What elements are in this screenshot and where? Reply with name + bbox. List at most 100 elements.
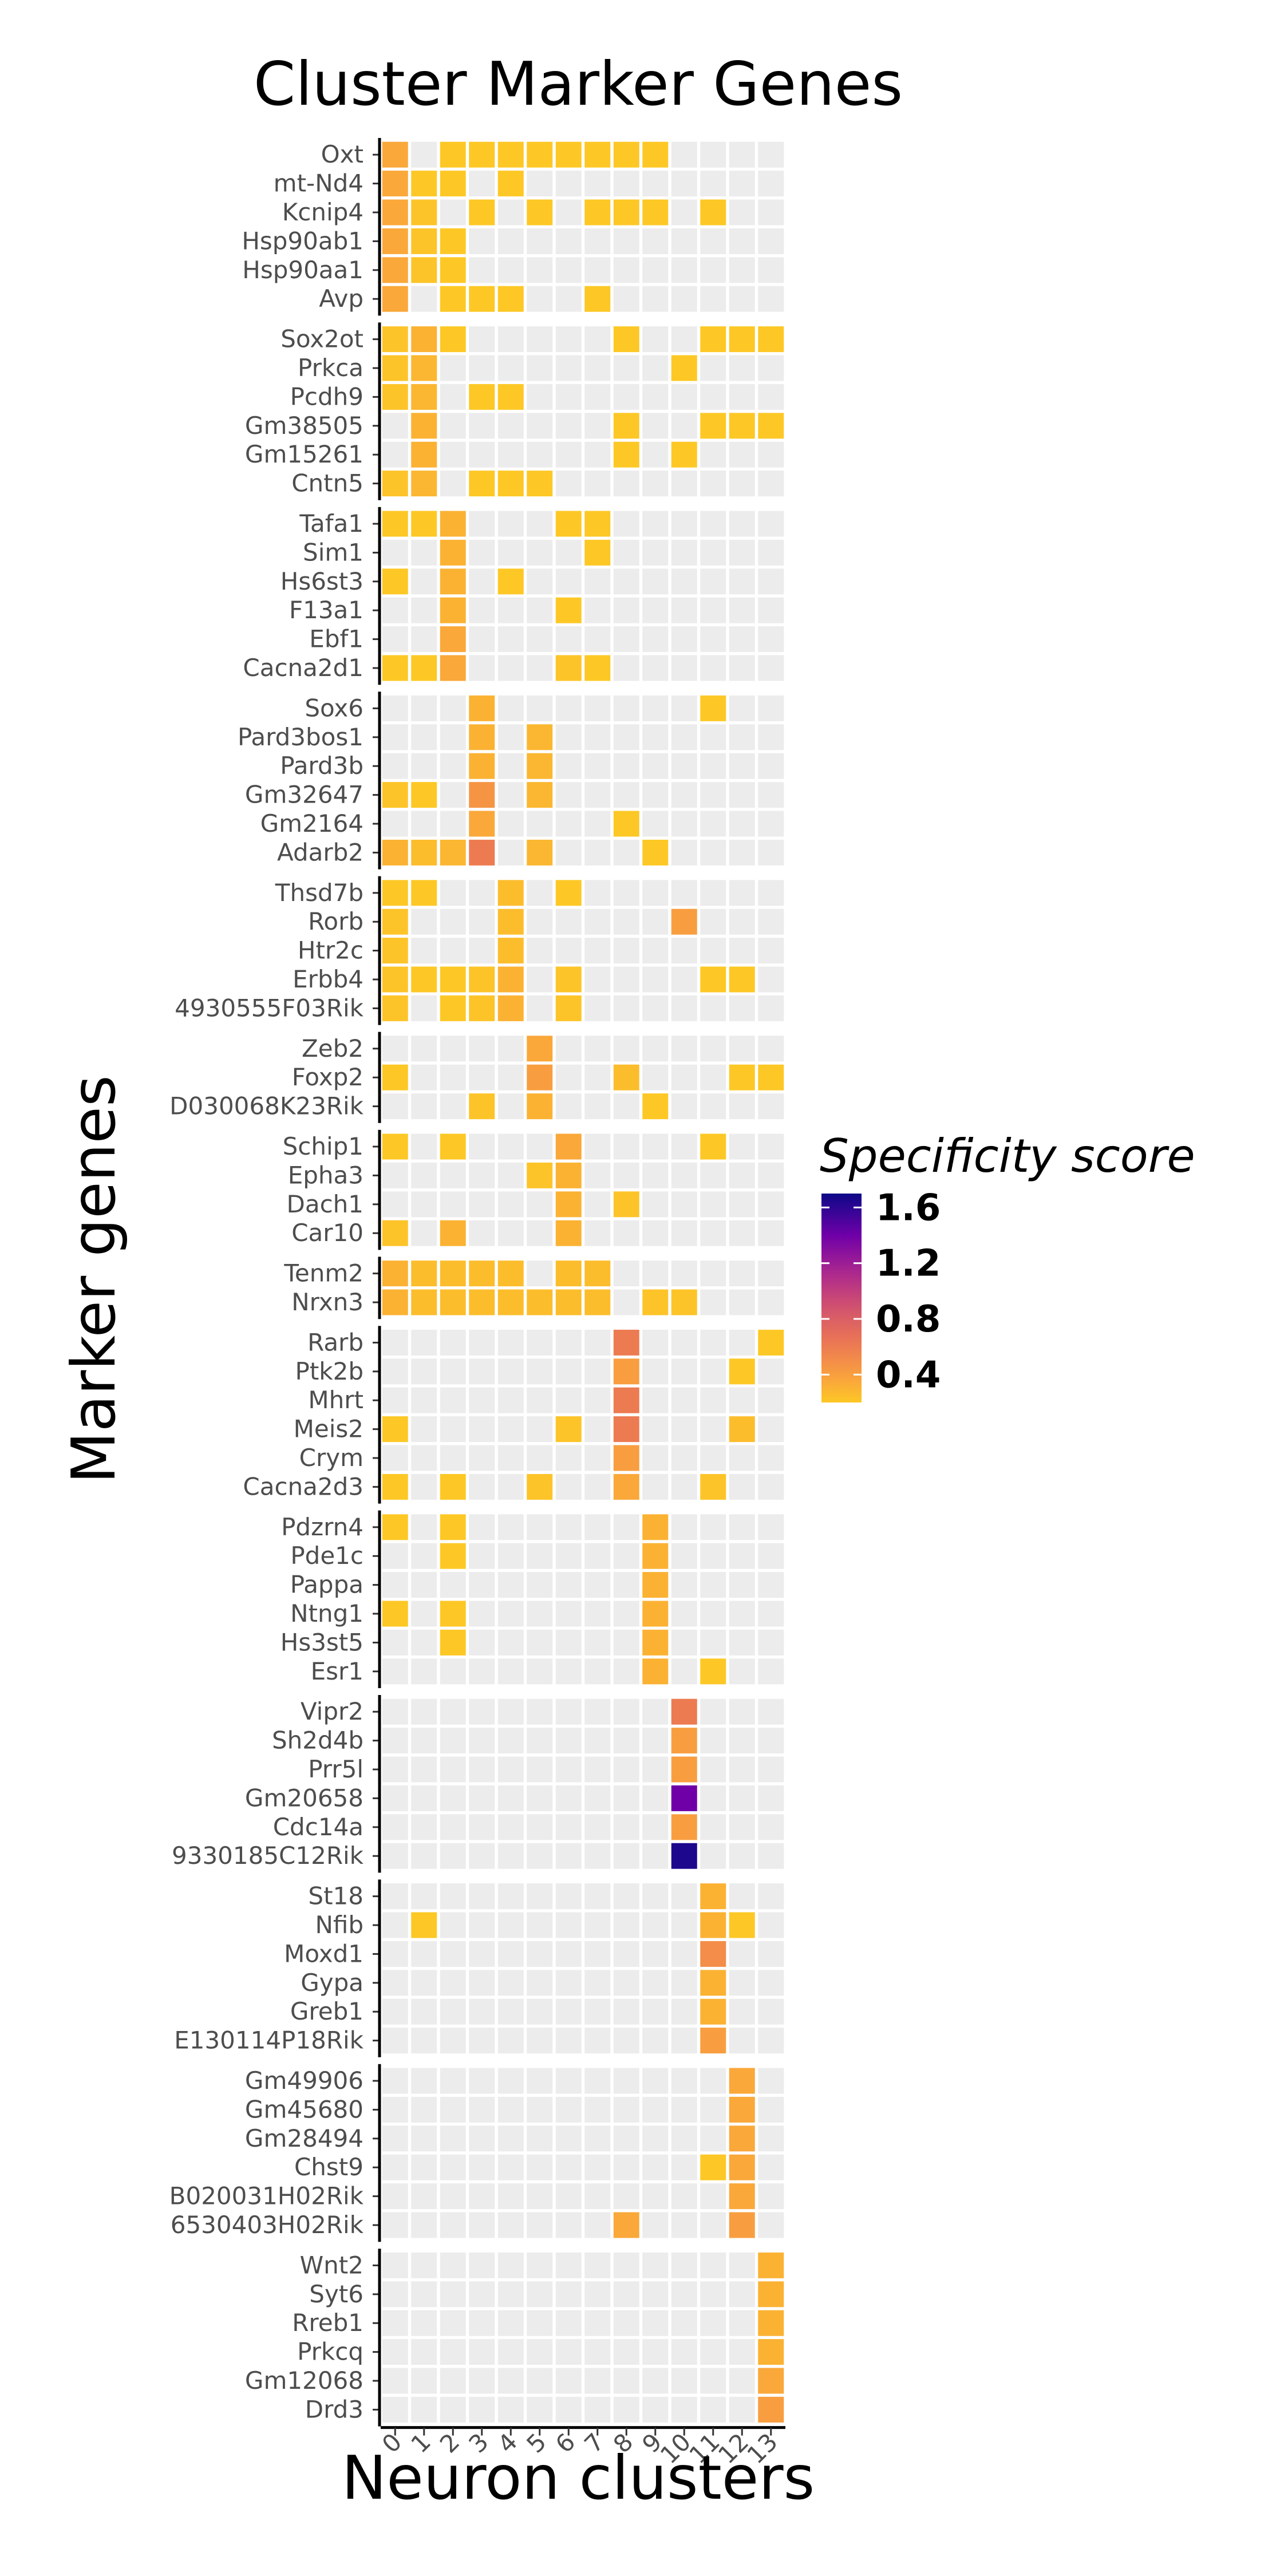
heatmap-cell [700,2125,726,2152]
heatmap-cell [700,995,726,1021]
heatmap-cell [382,880,408,906]
heatmap-cell [671,1756,697,1783]
heatmap-cell [411,1912,437,1938]
heatmap-cell [642,1445,669,1471]
heatmap-cell [440,171,466,197]
panel-background [381,2066,785,2240]
heatmap-cell [700,2068,726,2094]
heatmap-cell [527,228,553,254]
heatmap-cell [700,1629,726,1656]
heatmap-cell [440,141,466,168]
heatmap-cell [440,1998,466,2025]
heatmap-cell [497,1970,524,1996]
heatmap-cell [527,1543,553,1569]
heatmap-cell [584,2028,611,2054]
heatmap-cell [729,471,755,497]
heatmap-cell [382,1728,408,1754]
heatmap-cell [440,1843,466,1869]
heatmap-cell [469,1728,495,1754]
heatmap-cell [671,326,697,353]
heatmap-cell [671,880,697,906]
heatmap-cell [758,839,784,866]
heatmap-cell [584,753,611,779]
heatmap-cell [613,1191,639,1218]
heatmap-cell [613,384,639,410]
heatmap-cell [758,228,784,254]
heatmap-cell [555,286,582,312]
heatmap-cell [700,228,726,254]
heatmap-cell [527,141,553,168]
heatmap-cell [411,655,437,681]
heatmap-cell [555,597,582,623]
heatmap-cell [729,1387,755,1413]
gene-tick-label: E130114P18Rik [174,2026,364,2055]
heatmap-cell [527,1261,553,1287]
heatmap-cell [382,1941,408,1967]
heatmap-cell [671,441,697,468]
heatmap-cell [469,1387,495,1413]
gene-tick-label: Gm2164 [260,809,364,837]
heatmap-cell [497,1843,524,1869]
gene-tick-label: Gm38505 [245,412,364,440]
heatmap-cell [613,1416,639,1443]
heatmap-cell [382,1387,408,1413]
heatmap-cell [469,966,495,993]
heatmap-cell [758,568,784,595]
heatmap-cell [642,1162,669,1188]
heatmap-cell [469,1912,495,1938]
heatmap-cell [584,2096,611,2123]
heatmap-cell [700,326,726,353]
heatmap-cell [584,1785,611,1811]
heatmap-cell [440,1416,466,1443]
heatmap-cell [440,839,466,866]
heatmap-cell [584,695,611,721]
heatmap-cell [758,1289,784,1315]
heatmap-cell [469,1698,495,1725]
heatmap-cell [613,753,639,779]
heatmap-cell [758,1543,784,1569]
heatmap-cell [440,1883,466,1910]
heatmap-cell [758,1658,784,1685]
heatmap-cell [411,2339,437,2365]
heatmap-cell [700,141,726,168]
heatmap-cell [729,2125,755,2152]
gene-tick-label: Epha3 [288,1161,364,1189]
heatmap-cell [729,228,755,254]
heatmap-cell [700,724,726,750]
heatmap-cell [497,811,524,837]
heatmap-cell [555,1162,582,1188]
heatmap-cell [469,1162,495,1188]
gene-group-panel: Gm49906Gm45680Gm28494Chst9B020031H02Rik6… [169,2064,785,2242]
heatmap-cell [758,286,784,312]
heatmap-cell [527,286,553,312]
heatmap-cell [729,880,755,906]
heatmap-cell [729,257,755,283]
heatmap-cell [642,511,669,537]
heatmap-cell [497,286,524,312]
heatmap-cell [584,539,611,566]
gene-tick-label: Mhrt [308,1386,364,1414]
heatmap-cell [613,1658,639,1685]
heatmap-cell [527,257,553,283]
heatmap-cell [469,782,495,808]
heatmap-cell [642,1658,669,1685]
heatmap-cell [729,384,755,410]
heatmap-cell [411,995,437,1021]
heatmap-cell [555,966,582,993]
heatmap-cell [440,1698,466,1725]
gene-tick-label: Cntn5 [291,469,364,497]
heatmap-cell [700,597,726,623]
heatmap-cell [700,1883,726,1910]
gene-tick-label: mt-Nd4 [274,169,364,197]
heatmap-cell [469,995,495,1021]
heatmap-cell [700,938,726,964]
heatmap-cell [382,2028,408,2054]
heatmap-cell [671,171,697,197]
heatmap-cell [758,2212,784,2238]
gene-tick-label: Gm28494 [245,2124,364,2152]
heatmap-cell [411,2068,437,2094]
heatmap-cell [613,1162,639,1188]
heatmap-cell [758,1064,784,1091]
heatmap-cell [382,782,408,808]
